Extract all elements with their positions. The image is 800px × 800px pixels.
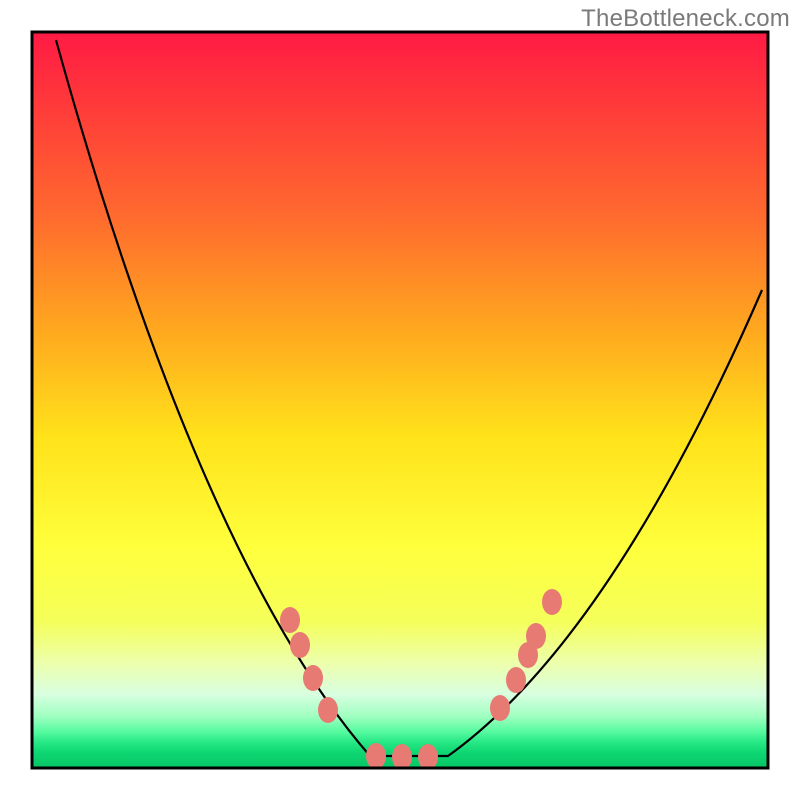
curve-marker xyxy=(392,744,412,770)
plot-background xyxy=(32,32,768,768)
curve-marker xyxy=(490,695,510,721)
curve-marker xyxy=(303,665,323,691)
curve-marker xyxy=(506,667,526,693)
curve-marker xyxy=(366,743,386,769)
curve-marker xyxy=(526,623,546,649)
curve-marker xyxy=(280,607,300,633)
watermark-text: TheBottleneck.com xyxy=(581,5,790,33)
chart-svg xyxy=(0,0,800,800)
curve-marker xyxy=(318,697,338,723)
curve-marker xyxy=(290,632,310,658)
curve-marker xyxy=(542,589,562,615)
curve-marker xyxy=(418,744,438,770)
chart-container: TheBottleneck.com xyxy=(0,0,800,800)
